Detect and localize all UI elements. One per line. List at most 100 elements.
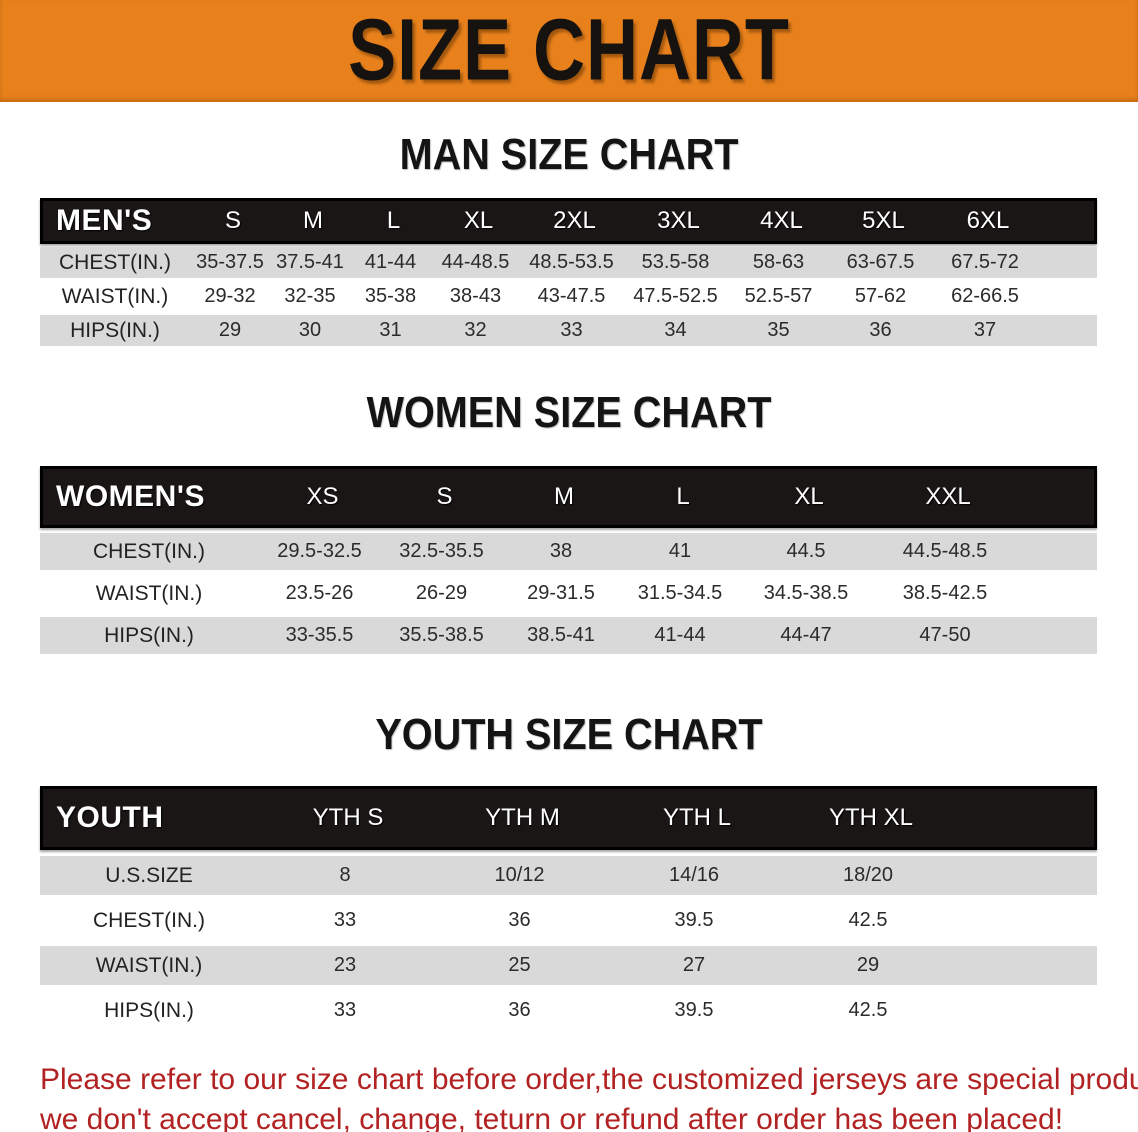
- size-value-cell: 31: [379, 319, 402, 341]
- size-column-header: YTH XL: [828, 804, 914, 831]
- size-value-cell: 47-50: [919, 624, 971, 646]
- row-label: HIPS(IN.): [70, 318, 160, 342]
- size-value-cell: 63-67.5: [846, 251, 915, 273]
- row-label: WAIST(IN.): [95, 581, 203, 605]
- table-header-row: YOUTH YTH S YTH M YTH L YTH XL: [40, 786, 1097, 850]
- size-value-cell: 41: [668, 540, 692, 562]
- size-column-header: 4XL: [760, 207, 803, 234]
- size-value-cell: 44-48.5: [441, 251, 510, 273]
- size-value-cell: 34.5-38.5: [763, 582, 849, 604]
- size-column-header: 6XL: [966, 207, 1010, 234]
- size-value-cell: 67.5-72: [951, 251, 1019, 273]
- size-value-cell: 25: [508, 954, 531, 976]
- row-label: CHEST(IN.): [93, 539, 205, 563]
- women-size-table: WOMEN'S XS S M L XL XXL CHEST(IN.) 29.5-32.5 32.5…: [40, 466, 1097, 654]
- size-value-cell: 29-32: [204, 285, 256, 307]
- size-value-cell: 52.5-57: [744, 285, 813, 307]
- size-value-cell: 30: [298, 319, 322, 341]
- women-section-heading: WOMEN SIZE CHART: [366, 388, 772, 437]
- size-column-header: XS: [306, 483, 339, 510]
- size-value-cell: 33: [560, 319, 583, 341]
- size-value-cell: 37.5-41: [276, 251, 344, 273]
- size-column-header: YTH M: [485, 804, 560, 831]
- size-column-header: XL: [463, 207, 494, 234]
- size-value-cell: 14/16: [668, 864, 720, 886]
- size-value-cell: 23: [333, 954, 357, 976]
- banner: SIZE CHART: [0, 0, 1138, 102]
- size-value-cell: 36: [869, 319, 892, 341]
- banner-title: SIZE CHART: [348, 2, 790, 99]
- size-value-cell: 33-35.5: [285, 624, 354, 646]
- disclaimer: Please refer to our size chart before or…: [40, 1060, 1138, 1132]
- size-value-cell: 62-66.5: [951, 285, 1019, 307]
- row-label: WAIST(IN.): [95, 953, 203, 977]
- table-row: WAIST(IN.) 23 25 27 29: [40, 946, 1097, 985]
- size-value-cell: 32.5-35.5: [399, 540, 484, 562]
- size-value-cell: 38.5-42.5: [902, 582, 988, 604]
- size-column-header: YTH L: [662, 804, 731, 831]
- table-row: CHEST(IN.) 33 36 39.5 42.5: [40, 901, 1097, 940]
- size-value-cell: 27: [682, 954, 706, 976]
- size-value-cell: 38: [549, 540, 573, 562]
- size-column-header: L: [676, 483, 690, 510]
- size-value-cell: 53.5-58: [641, 251, 710, 273]
- size-value-cell: 35.5-38.5: [399, 624, 484, 646]
- size-column-header: M: [554, 483, 574, 510]
- row-label: HIPS(IN.): [104, 623, 194, 647]
- size-column-header: 2XL: [553, 207, 596, 234]
- size-value-cell: 37: [973, 319, 997, 341]
- size-value-cell: 35-37.5: [196, 251, 264, 273]
- men-size-table: MEN'S S M L XL 2XL 3XL 4XL 5XL 6XL CHEST(IN.) 35-37…: [40, 198, 1097, 346]
- size-value-cell: 58-63: [752, 251, 805, 273]
- row-label: WAIST(IN.): [61, 284, 169, 308]
- size-value-cell: 29: [856, 954, 880, 976]
- youth-section-heading: YOUTH SIZE CHART: [375, 710, 763, 759]
- size-value-cell: 10/12: [494, 864, 545, 886]
- table-header-label: YOUTH: [56, 801, 164, 834]
- size-value-cell: 42.5: [848, 909, 888, 931]
- size-value-cell: 41-44: [364, 251, 417, 273]
- table-header-label: MEN'S: [56, 204, 153, 237]
- table-header-row: MEN'S S M L XL 2XL 3XL 4XL 5XL 6XL: [40, 198, 1097, 244]
- size-column-header: M: [303, 207, 323, 234]
- row-label: HIPS(IN.): [104, 998, 194, 1022]
- youth-size-table: YOUTH YTH S YTH M YTH L YTH XL U.S.SIZE 8 10/12…: [40, 786, 1097, 1030]
- size-value-cell: 23.5-26: [285, 582, 354, 604]
- size-value-cell: 38.5-41: [527, 624, 595, 646]
- size-value-cell: 35-38: [364, 285, 417, 307]
- size-value-cell: 41-44: [654, 624, 706, 646]
- size-value-cell: 33: [333, 999, 357, 1021]
- size-value-cell: 42.5: [848, 999, 888, 1021]
- size-value-cell: 32-35: [284, 285, 336, 307]
- size-column-header: YTH S: [312, 804, 384, 831]
- man-section-heading: MAN SIZE CHART: [399, 130, 739, 179]
- table-row: CHEST(IN.) 35-37.5 37.5-41 41-44 44-48.5 48.5…: [40, 247, 1097, 278]
- disclaimer-line-1: Please refer to our size chart before or…: [40, 1063, 1138, 1096]
- size-column-header: XL: [794, 483, 824, 510]
- size-column-header: L: [386, 207, 401, 234]
- size-value-cell: 29.5-32.5: [277, 540, 362, 562]
- size-value-cell: 32: [464, 319, 487, 341]
- row-label: CHEST(IN.): [59, 250, 171, 274]
- row-label: U.S.SIZE: [105, 863, 193, 887]
- table-row: HIPS(IN.) 33 36 39.5 42.5: [40, 991, 1097, 1030]
- size-column-header: S: [436, 483, 453, 510]
- size-value-cell: 36: [508, 999, 531, 1021]
- size-column-header: XXL: [925, 483, 971, 510]
- table-row: U.S.SIZE 8 10/12 14/16 18/20: [40, 856, 1097, 895]
- size-value-cell: 18/20: [842, 864, 894, 886]
- disclaimer-line-2: we don't accept cancel, change, teturn o…: [40, 1103, 1064, 1132]
- size-value-cell: 36: [508, 909, 531, 931]
- size-column-header: 5XL: [862, 207, 905, 234]
- table-header-row: WOMEN'S XS S M L XL XXL: [40, 466, 1097, 528]
- size-value-cell: 35: [767, 319, 790, 341]
- table-row: CHEST(IN.) 29.5-32.5 32.5-35.5 38 41 44.5 44.5…: [40, 533, 1097, 570]
- size-value-cell: 33: [333, 909, 357, 931]
- size-value-cell: 29-31.5: [527, 582, 595, 604]
- size-value-cell: 8: [339, 864, 351, 886]
- size-value-cell: 26-29: [415, 582, 468, 604]
- size-value-cell: 48.5-53.5: [529, 251, 614, 273]
- size-value-cell: 44.5: [786, 540, 826, 562]
- size-value-cell: 47.5-52.5: [633, 285, 718, 307]
